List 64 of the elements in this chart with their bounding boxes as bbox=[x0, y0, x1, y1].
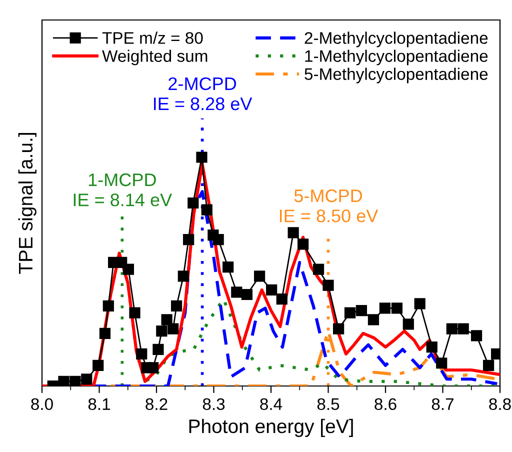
point bbox=[102, 300, 114, 312]
point bbox=[170, 300, 182, 312]
point bbox=[482, 360, 494, 371]
point bbox=[212, 234, 224, 246]
x-tick-label: 8.6 bbox=[374, 398, 396, 410]
point bbox=[161, 314, 172, 326]
point bbox=[356, 304, 368, 316]
x-tick-label: 8.7 bbox=[432, 398, 454, 410]
point bbox=[156, 326, 168, 337]
ref-line-label: 5-MCPD IE = 8.50 eV bbox=[280, 189, 378, 222]
point bbox=[368, 314, 380, 326]
point bbox=[436, 358, 448, 369]
point bbox=[458, 323, 469, 334]
point bbox=[58, 376, 70, 386]
point bbox=[222, 261, 234, 273]
x-tick-label: 8.8 bbox=[489, 398, 511, 410]
point bbox=[322, 280, 334, 291]
point bbox=[122, 264, 134, 275]
point bbox=[288, 227, 299, 238]
point bbox=[276, 294, 288, 305]
x-tick-label: 8.1 bbox=[88, 398, 110, 410]
legend-label: 1-Methylcyclopentadiene bbox=[305, 50, 488, 66]
point bbox=[241, 288, 253, 300]
point bbox=[344, 307, 356, 318]
point bbox=[92, 360, 104, 371]
legend-label: TPE m/z = 80 bbox=[102, 32, 203, 44]
point bbox=[168, 323, 179, 334]
point bbox=[414, 298, 426, 310]
point bbox=[312, 264, 324, 275]
point bbox=[379, 302, 390, 314]
x-tick-label: 8.2 bbox=[146, 398, 168, 410]
legend-label: Weighted sum bbox=[102, 50, 208, 66]
legend-label: 5-Methylcyclopentadiene bbox=[304, 68, 488, 84]
x-axis-title: Photon energy [eV] bbox=[189, 418, 353, 438]
x-tick-label: 8.3 bbox=[202, 398, 225, 410]
point bbox=[231, 286, 242, 298]
point bbox=[188, 197, 199, 209]
point bbox=[254, 270, 266, 282]
y-axis-title: TPE signal [a.u.] bbox=[18, 133, 36, 274]
point bbox=[129, 307, 140, 318]
point bbox=[152, 344, 164, 355]
point bbox=[426, 342, 438, 353]
point bbox=[136, 348, 148, 360]
point bbox=[470, 330, 482, 342]
x-tick-label: 8.5 bbox=[317, 398, 340, 410]
legend-label: 2-Methylcyclopentadiene bbox=[304, 32, 488, 48]
point bbox=[81, 374, 92, 385]
point bbox=[196, 152, 208, 163]
x-tick-label: 8.0 bbox=[31, 398, 53, 410]
point bbox=[99, 328, 111, 339]
point bbox=[446, 323, 458, 334]
point bbox=[402, 318, 414, 330]
point bbox=[391, 302, 403, 314]
point bbox=[201, 204, 212, 216]
point bbox=[298, 238, 309, 250]
ref-line-label: 2-MCPD IE = 8.28 eV bbox=[154, 77, 252, 110]
ref-line-label: 1-MCPD IE = 8.14 eV bbox=[74, 173, 172, 206]
x-tick-label: 8.4 bbox=[260, 398, 282, 410]
point bbox=[70, 376, 81, 386]
point bbox=[183, 234, 194, 246]
point bbox=[178, 270, 189, 282]
point bbox=[266, 284, 278, 296]
point bbox=[333, 323, 344, 334]
point bbox=[148, 362, 159, 374]
